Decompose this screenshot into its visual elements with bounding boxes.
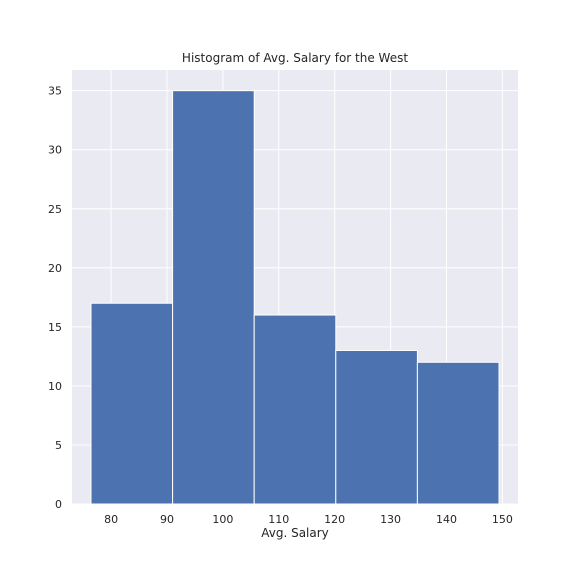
x-axis-label: Avg. Salary bbox=[261, 526, 329, 540]
y-tick-label: 5 bbox=[55, 439, 62, 452]
y-tick-label: 25 bbox=[48, 203, 62, 216]
histogram-bar bbox=[254, 315, 336, 504]
x-tick-label: 90 bbox=[160, 513, 174, 526]
histogram-bar bbox=[91, 303, 173, 504]
y-tick-label: 20 bbox=[48, 262, 62, 275]
x-tick-label: 120 bbox=[324, 513, 345, 526]
chart-title: Histogram of Avg. Salary for the West bbox=[182, 51, 408, 65]
y-tick-label: 15 bbox=[48, 321, 62, 334]
x-tick-label: 80 bbox=[104, 513, 118, 526]
histogram-bar bbox=[417, 362, 499, 504]
x-tick-label: 140 bbox=[436, 513, 457, 526]
y-axis-ticks: 0 5 10 15 20 25 30 35 bbox=[48, 85, 62, 511]
histogram-bar bbox=[173, 91, 255, 504]
y-tick-label: 10 bbox=[48, 380, 62, 393]
y-tick-label: 30 bbox=[48, 144, 62, 157]
x-tick-label: 110 bbox=[268, 513, 289, 526]
x-axis-ticks: 80 90 100 110 120 130 140 150 bbox=[104, 513, 513, 526]
y-tick-label: 0 bbox=[55, 498, 62, 511]
y-tick-label: 35 bbox=[48, 85, 62, 98]
x-tick-label: 130 bbox=[380, 513, 401, 526]
x-tick-label: 100 bbox=[212, 513, 233, 526]
x-tick-label: 150 bbox=[492, 513, 513, 526]
histogram-bar bbox=[336, 350, 418, 504]
